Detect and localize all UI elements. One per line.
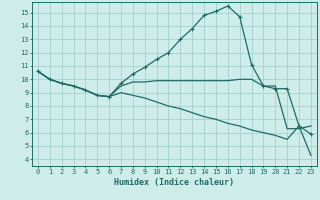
X-axis label: Humidex (Indice chaleur): Humidex (Indice chaleur) xyxy=(115,178,234,187)
